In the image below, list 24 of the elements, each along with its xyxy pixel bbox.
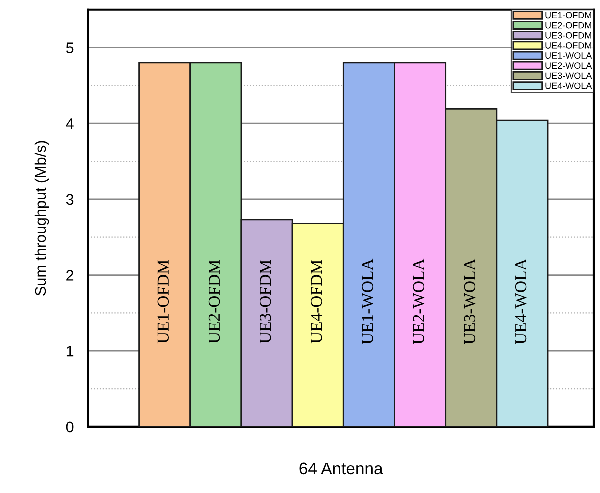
y-tick-label: 3 <box>66 194 74 206</box>
legend-label: UE2-OFDM <box>546 22 592 29</box>
text: UE2-OFDM <box>208 260 220 344</box>
text: UE1-WOLA <box>362 258 374 345</box>
y-tick-label: 4 <box>66 118 74 130</box>
text: UE1-OFDM <box>158 260 170 344</box>
legend-label: UE3-OFDM <box>546 32 592 39</box>
legend-label: UE1-WOLA <box>546 52 592 59</box>
y-tick-label: 0 <box>66 422 74 433</box>
text: UE2-WOLA <box>413 258 425 345</box>
x-axis-title: 64 Antenna <box>300 462 384 475</box>
y-tick-label: 1 <box>66 346 74 357</box>
y-axis-title: Sum throughput (Mb/s) <box>34 141 50 296</box>
legend-label: UE1-OFDM <box>546 12 592 19</box>
y-tick-label: 5 <box>66 42 74 54</box>
legend-label: UE4-WOLA <box>546 82 592 90</box>
text: UE3-WOLA <box>464 258 476 345</box>
legend-label: UE2-WOLA <box>546 62 592 70</box>
legend-label: UE3-WOLA <box>546 72 592 80</box>
text: UE4-WOLA <box>515 258 527 345</box>
y-tick-label: 2 <box>66 270 74 281</box>
text: UE4-OFDM <box>311 260 322 344</box>
legend-label: UE4-OFDM <box>546 42 592 49</box>
text: UE3-OFDM <box>260 260 272 344</box>
